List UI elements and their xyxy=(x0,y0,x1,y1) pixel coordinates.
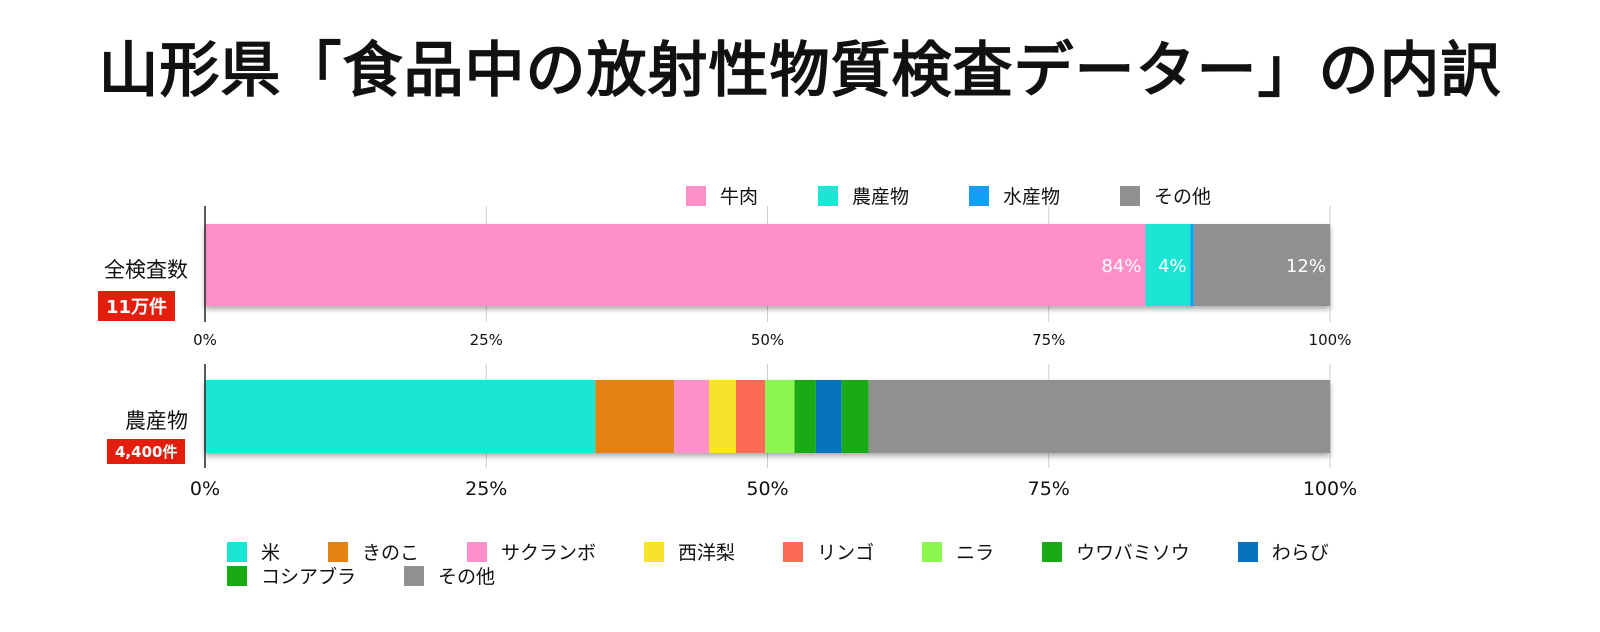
legend-item: コシアブラ xyxy=(227,562,356,589)
x-tick-label: 25% xyxy=(465,478,507,500)
page-title: 山形県「食品中の放射性物質検査データー」の内訳 xyxy=(98,36,1502,106)
x-tick-label: 100% xyxy=(1309,331,1352,349)
data-label: 12% xyxy=(1286,256,1326,277)
bar-segment-コシアブラ xyxy=(841,380,869,453)
data-label: 4% xyxy=(1158,256,1187,277)
legend-swatch xyxy=(969,185,990,206)
bar-segment-米 xyxy=(205,380,596,453)
bar-segment-サクランボ xyxy=(674,380,709,453)
count-badge-all: 11万件 xyxy=(98,291,176,321)
legend-label: ニラ xyxy=(956,542,995,564)
bar-segment-その他 xyxy=(868,380,1330,453)
bar-segment-その他 xyxy=(1193,224,1330,306)
legend-swatch xyxy=(404,565,425,586)
legend-item: わらび xyxy=(1237,538,1329,565)
legend-swatch xyxy=(1237,541,1258,562)
x-tick-label: 25% xyxy=(470,331,503,349)
bar-segment-わらび xyxy=(815,380,842,453)
legend-swatch xyxy=(783,541,804,562)
bar-segment-西洋梨 xyxy=(709,380,736,453)
legend-label: わらび xyxy=(1271,542,1329,564)
bar-segment-水産物 xyxy=(1190,224,1194,306)
data-label: 84% xyxy=(1101,256,1141,277)
x-tick-label: 0% xyxy=(190,478,220,500)
legend-item: 西洋梨 xyxy=(644,538,735,565)
legend-item: 農産物 xyxy=(818,182,909,209)
x-tick-label: 75% xyxy=(1032,331,1065,349)
legend-label: 水産物 xyxy=(1003,186,1061,208)
legend-item: その他 xyxy=(1120,182,1211,209)
legend-item: ウワバミソウ xyxy=(1042,538,1190,565)
bottom-legend-row-2: コシアブラ その他 xyxy=(227,562,543,589)
legend-swatch xyxy=(922,541,943,562)
legend-item: きのこ xyxy=(328,538,419,565)
legend-label: その他 xyxy=(438,566,496,588)
legend-item: サクランボ xyxy=(467,538,596,565)
legend-swatch xyxy=(1042,541,1063,562)
legend-item: その他 xyxy=(404,562,495,589)
legend-swatch xyxy=(328,541,349,562)
legend-item: ニラ xyxy=(922,538,994,565)
legend-label: 西洋梨 xyxy=(678,542,736,564)
legend-label: その他 xyxy=(1154,186,1212,208)
bar-segment-きのこ xyxy=(595,380,675,453)
legend-swatch xyxy=(686,185,706,206)
legend-label: 米 xyxy=(261,542,281,564)
legend-item: 水産物 xyxy=(969,182,1060,209)
legend-item: リンゴ xyxy=(783,538,874,565)
legend-swatch xyxy=(1120,185,1141,206)
top-legend: 牛肉 農産物 水産物 その他 xyxy=(686,182,1211,209)
x-tick-label: 50% xyxy=(751,331,784,349)
bottom-legend-row-1: 米 きのこ サクランボ 西洋梨 リンゴ ニラ ウワバミソウ わらび xyxy=(227,538,1377,565)
x-tick-label: 100% xyxy=(1303,478,1357,500)
legend-swatch xyxy=(227,541,247,562)
bar-segment-リンゴ xyxy=(736,380,766,453)
category-label-all: 全検査数 xyxy=(104,258,188,282)
legend-item: 牛肉 xyxy=(686,182,758,209)
x-tick-label: 50% xyxy=(746,478,788,500)
bar-segment-牛肉 xyxy=(205,224,1146,306)
bar-segment-農産物 xyxy=(1145,224,1191,306)
legend-swatch xyxy=(644,541,665,562)
x-tick-label: 0% xyxy=(193,331,217,349)
category-label-agri: 農産物 xyxy=(125,409,188,433)
legend-label: リンゴ xyxy=(817,542,875,564)
legend-label: ウワバミソウ xyxy=(1076,542,1190,564)
legend-label: サクランボ xyxy=(501,542,597,564)
bar-segment-ウワバミソウ xyxy=(794,380,816,453)
legend-label: きのこ xyxy=(362,542,420,564)
bar-segment-ニラ xyxy=(765,380,795,453)
legend-item: 米 xyxy=(227,538,280,565)
legend-swatch xyxy=(467,541,488,562)
legend-label: コシアブラ xyxy=(261,566,357,588)
count-badge-agri: 4,400件 xyxy=(107,439,186,464)
legend-label: 牛肉 xyxy=(720,186,759,208)
x-tick-label: 75% xyxy=(1028,478,1070,500)
legend-swatch xyxy=(818,185,839,206)
legend-label: 農産物 xyxy=(852,186,910,208)
legend-swatch xyxy=(227,565,247,586)
